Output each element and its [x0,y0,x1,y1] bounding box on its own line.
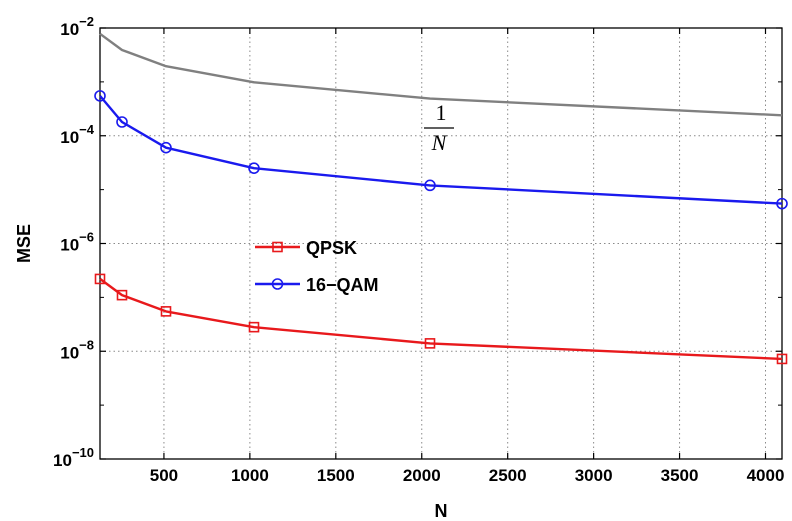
y-tick-exponent: −10 [72,445,94,460]
y-tick-base: 10 [60,343,79,362]
data-point-qpsk [160,306,172,317]
data-point-16qam [248,162,260,174]
data-point-16qam [424,179,436,192]
y-tick-base: 10 [60,128,79,147]
x-tick-label: 500 [150,466,178,485]
axis-ticks: 500 1000 1500 2000 2500 3000 3500 400010−1010−8… [53,14,784,485]
y-tick-label: 10−6 [60,230,94,255]
y-axis-label: MSE [14,224,34,263]
plot-area-frame [99,27,783,460]
series-line-reference [99,32,783,117]
data-point-qpsk [248,321,260,333]
y-tick-label: 10−2 [60,14,94,39]
legend-label-qpsk: QPSK [306,238,357,258]
annotation-numerator: 1 [436,100,447,125]
x-tick-label: 3500 [661,466,699,485]
data-point-16qam [94,90,106,102]
y-tick-label: 10−4 [60,122,95,147]
y-tick-exponent: −2 [79,14,94,29]
x-tick-label: 2000 [403,466,441,485]
data-point-16qam [776,197,788,210]
x-axis-label: N [435,501,448,521]
x-tick-label: 4000 [747,466,785,485]
legend: QPSK 16−QAM [255,238,379,295]
series-line-qpsk [99,277,783,361]
y-tick-base: 10 [60,236,79,255]
y-tick-exponent: −6 [79,230,94,245]
data-point-qpsk [94,273,106,285]
y-tick-base: 10 [60,20,79,39]
x-tick-label: 1500 [317,466,355,485]
y-tick-base: 10 [53,451,72,470]
data-series [94,32,788,365]
legend-marker-16qam [271,278,284,290]
y-tick-exponent: −4 [79,122,95,137]
data-point-16qam [160,141,172,154]
y-tick-label: 10−10 [53,445,94,470]
legend-marker-qpsk [272,241,283,253]
data-point-qpsk [776,353,788,365]
data-point-16qam [116,116,128,128]
x-tick-label: 3000 [575,466,613,485]
x-tick-label: 1000 [231,466,269,485]
annotation-denominator: N [431,130,448,155]
grid-lines [100,28,782,459]
data-point-qpsk [424,338,436,349]
y-tick-label: 10−8 [60,337,94,362]
legend-label-16qam: 16−QAM [306,275,379,295]
one-over-n-annotation: 1 N [424,100,454,155]
x-tick-label: 2500 [489,466,527,485]
data-point-qpsk [116,289,128,301]
y-tick-exponent: −8 [79,337,94,352]
